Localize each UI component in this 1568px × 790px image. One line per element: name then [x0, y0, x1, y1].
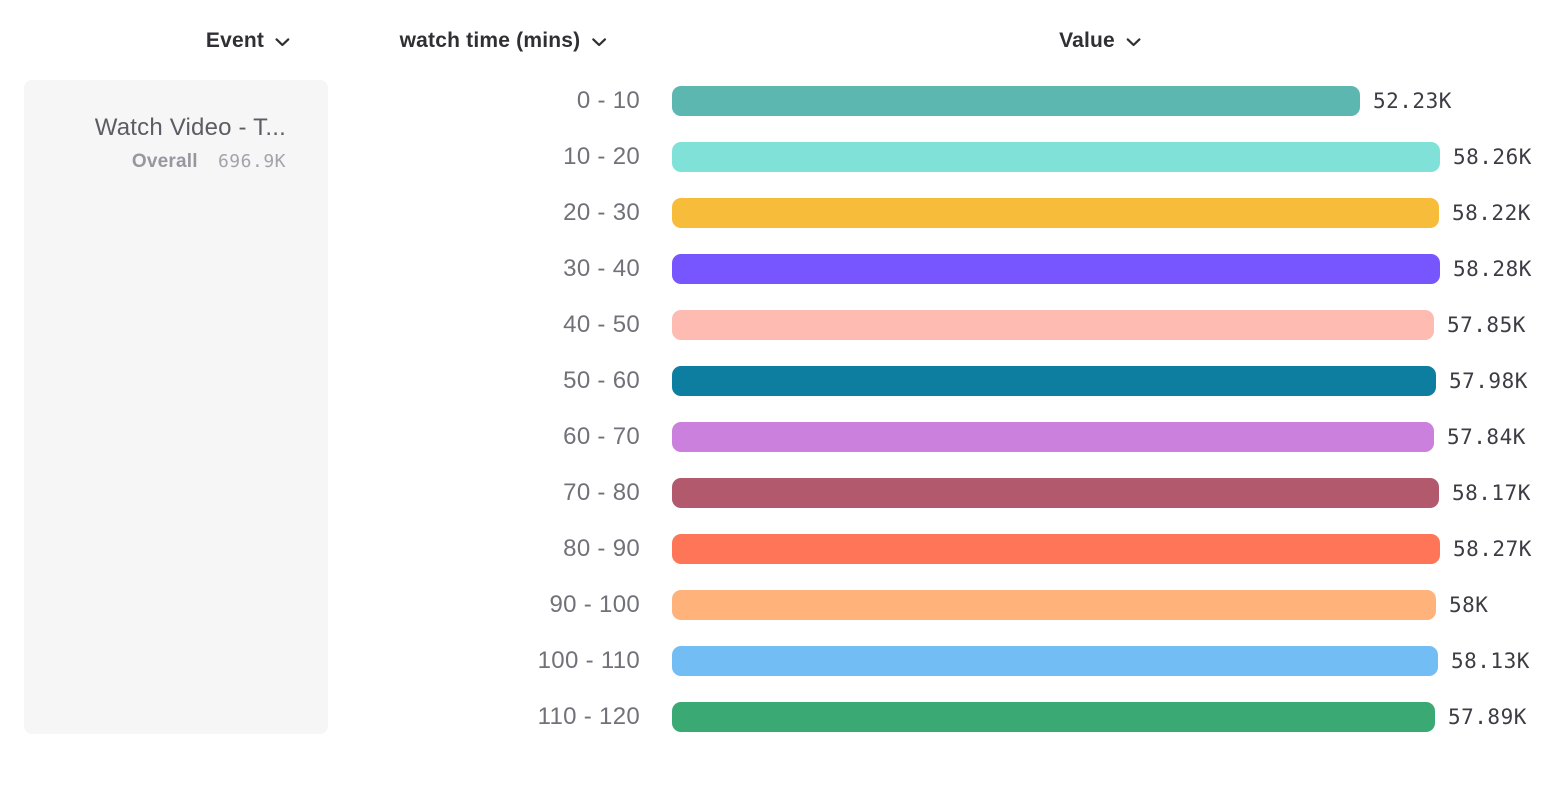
chart-row: 30 - 40 58.28K [0, 241, 1568, 297]
bucket-label: 80 - 90 [563, 535, 640, 562]
bucket-label: 90 - 100 [549, 591, 640, 618]
bar-value-label: 58.22K [1452, 201, 1531, 225]
bar-value-label: 58.13K [1451, 649, 1530, 673]
bar-segment[interactable] [672, 366, 1436, 396]
bar-segment[interactable] [672, 310, 1434, 340]
chevron-down-icon [1126, 38, 1141, 47]
bucket-label: 0 - 10 [576, 87, 640, 114]
overall-value: 696.9K [217, 151, 286, 172]
chart-row: 80 - 90 58.27K [0, 521, 1568, 577]
chart-row: 90 - 100 58K [0, 577, 1568, 633]
bar-value-label: 58.28K [1453, 257, 1532, 281]
bar-value-label: 58K [1449, 593, 1489, 617]
column-header-event-dropdown[interactable]: Event [206, 29, 290, 53]
column-header-value-dropdown[interactable]: Value [1059, 29, 1141, 53]
column-header-label: Event [205, 29, 265, 52]
bucket-label: 20 - 30 [563, 199, 640, 226]
bar-chart: 0 - 10 52.23K 10 - 20 58.26K 20 - 30 58.22K 30… [0, 73, 1568, 745]
bar-value-label: 58.27K [1453, 537, 1532, 561]
bucket-label: 70 - 80 [563, 479, 640, 506]
column-header-label: watch time (mins) [399, 29, 581, 52]
column-header-breakdown-dropdown[interactable]: watch time (mins) [400, 29, 607, 53]
bar-value-label: 57.89K [1448, 705, 1527, 729]
bar-segment[interactable] [672, 422, 1434, 452]
bar-segment[interactable] [672, 198, 1439, 228]
bar-segment[interactable] [672, 702, 1435, 732]
overall-label: Overall [131, 151, 198, 172]
bar-segment[interactable] [672, 478, 1439, 508]
bar-value-label: 58.17K [1452, 481, 1531, 505]
chart-row: 60 - 70 57.84K [0, 409, 1568, 465]
bucket-label: 40 - 50 [563, 311, 640, 338]
chevron-down-icon [591, 38, 606, 47]
chart-row: 0 - 10 52.23K [0, 73, 1568, 129]
event-overall-row: Overall 696.9K [36, 151, 286, 173]
event-card[interactable]: Watch Video - T... Overall 696.9K [24, 80, 328, 734]
chart-row: 110 - 120 57.89K [0, 689, 1568, 745]
bucket-label: 60 - 70 [563, 423, 640, 450]
event-title: Watch Video - T... [94, 114, 286, 141]
bar-segment[interactable] [672, 142, 1440, 172]
column-header-label: Value [1059, 29, 1115, 52]
bucket-label: 110 - 120 [537, 703, 640, 730]
chevron-down-icon [275, 38, 290, 47]
chart-row: 20 - 30 58.22K [0, 185, 1568, 241]
chart-row: 40 - 50 57.85K [0, 297, 1568, 353]
bucket-label: 50 - 60 [563, 367, 640, 394]
bar-value-label: 57.85K [1447, 313, 1526, 337]
bar-value-label: 57.84K [1447, 425, 1526, 449]
bucket-label: 100 - 110 [537, 647, 640, 674]
bar-segment[interactable] [672, 86, 1360, 116]
bar-segment[interactable] [672, 646, 1438, 676]
chart-row: 10 - 20 58.26K [0, 129, 1568, 185]
bar-value-label: 52.23K [1373, 89, 1452, 113]
bucket-label: 30 - 40 [563, 255, 640, 282]
chart-row: 70 - 80 58.17K [0, 465, 1568, 521]
bar-value-label: 58.26K [1453, 145, 1532, 169]
bar-value-label: 57.98K [1449, 369, 1528, 393]
bar-segment[interactable] [672, 534, 1440, 564]
chart-row: 50 - 60 57.98K [0, 353, 1568, 409]
chart-row: 100 - 110 58.13K [0, 633, 1568, 689]
bar-segment[interactable] [672, 590, 1436, 620]
bar-segment[interactable] [672, 254, 1440, 284]
bucket-label: 10 - 20 [563, 143, 640, 170]
